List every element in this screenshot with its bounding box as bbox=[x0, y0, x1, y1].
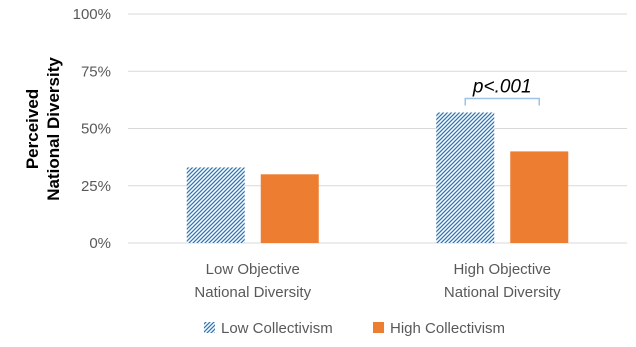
x-category-label: High Objective bbox=[453, 261, 551, 278]
x-category-label: National Diversity bbox=[194, 284, 311, 301]
legend-label: Low Collectivism bbox=[221, 320, 333, 337]
y-tick-label: 75% bbox=[81, 63, 111, 80]
x-category-labels: Low Objective National Diversity High Obje… bbox=[194, 261, 561, 301]
y-axis-title: Perceived National Diversity bbox=[23, 57, 63, 201]
legend-swatch bbox=[204, 322, 215, 333]
y-tick-label: 25% bbox=[81, 178, 111, 195]
bar-high-collectivism bbox=[260, 174, 319, 243]
y-tick-label: 0% bbox=[89, 235, 111, 252]
y-tick-labels: 0% 25% 50% 75% 100% bbox=[73, 6, 111, 252]
bars bbox=[186, 112, 569, 243]
bar-low-collectivism bbox=[436, 112, 495, 243]
x-category-label: Low Objective bbox=[206, 261, 300, 278]
bar-low-collectivism bbox=[186, 167, 245, 243]
y-axis-label: Perceived National Diversity bbox=[23, 57, 63, 201]
p-value-label: p<.001 bbox=[472, 76, 532, 97]
significance-bracket bbox=[464, 97, 540, 106]
y-axis-title-line: Perceived bbox=[23, 89, 42, 169]
legend-swatch bbox=[373, 322, 384, 333]
legend: Low Collectivism High Collectivism bbox=[204, 320, 505, 337]
y-tick-label: 50% bbox=[81, 121, 111, 138]
y-tick-label: 100% bbox=[73, 6, 111, 23]
y-axis-title-line: National Diversity bbox=[44, 57, 63, 201]
significance-annotation: p<.001 bbox=[464, 76, 540, 106]
bar-high-collectivism bbox=[510, 151, 569, 243]
x-category-label: National Diversity bbox=[444, 284, 561, 301]
legend-label: High Collectivism bbox=[390, 320, 505, 337]
